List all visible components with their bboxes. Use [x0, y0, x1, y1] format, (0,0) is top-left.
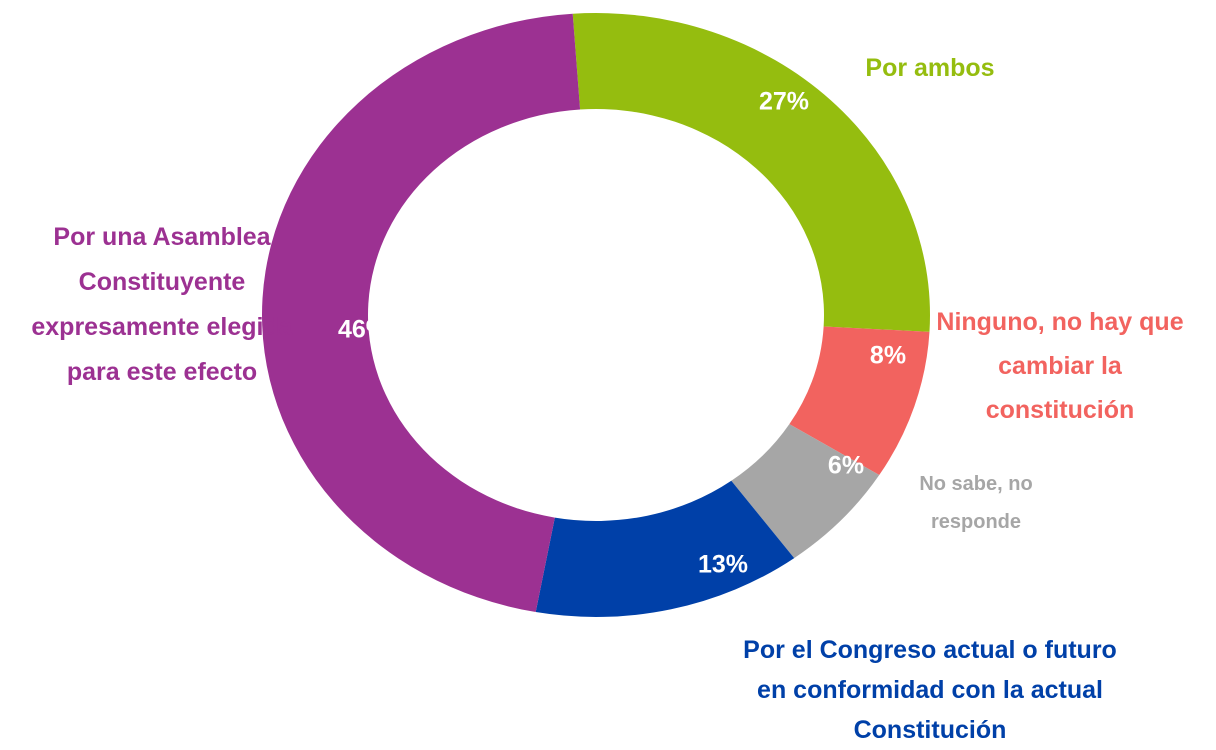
category-label: Por el Congreso actual o futuro en confo… — [743, 636, 1117, 744]
segment — [731, 424, 880, 559]
value-label: 6% — [828, 452, 864, 480]
category-label: Ninguno, no hay que cambiar la constituc… — [936, 308, 1184, 424]
segment — [262, 13, 581, 613]
segment — [572, 13, 930, 332]
value-label: 27% — [759, 88, 809, 116]
value-label: 13% — [698, 551, 748, 579]
chart: 27% 8% 6% 13% 46% Por ambos Ninguno, no hay q… — [31, 13, 1184, 744]
category-label: No sabe, no responde — [919, 473, 1033, 533]
value-label: 46% — [338, 316, 388, 344]
category-label: Por ambos — [865, 54, 995, 82]
segment — [535, 480, 795, 618]
donut: 27% 8% 6% 13% 46% — [262, 13, 930, 618]
value-label: 8% — [870, 342, 906, 370]
category-label: Por una Asamblea Constituyente expresame… — [31, 223, 293, 386]
segment — [789, 326, 930, 476]
